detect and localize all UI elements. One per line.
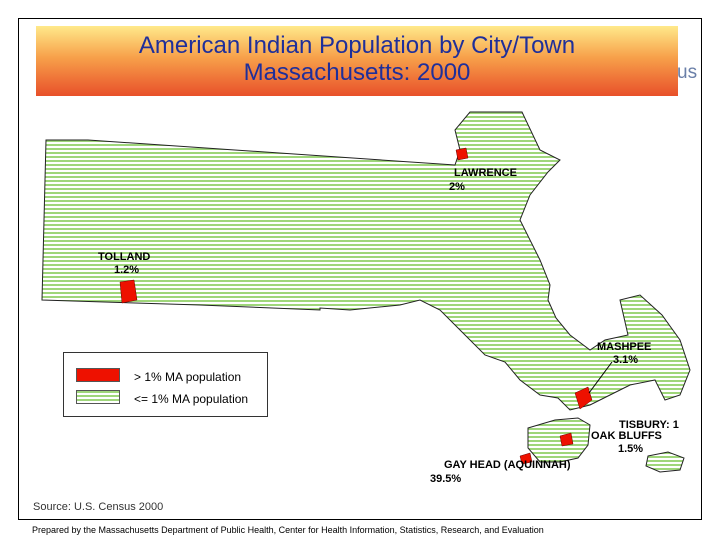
title-line-1: American Indian Population by City/Town <box>138 32 576 59</box>
tolland-town <box>119 279 138 304</box>
title-overflow-text: us <box>677 62 698 83</box>
legend-high-swatch <box>76 368 120 382</box>
label-gay-head-pct: 39.5% <box>430 473 462 485</box>
footer-credit: Prepared by the Massachusetts Department… <box>32 525 544 535</box>
label-tolland-pct: 1.2% <box>114 264 140 276</box>
gay-head-town <box>519 452 533 465</box>
title-line-2: Massachusetts: 2000 <box>243 59 471 86</box>
label-lawrence: LAWRENCE <box>454 167 517 179</box>
oak-bluffs-town <box>559 432 574 447</box>
map-legend: > 1% MA population <= 1% MA population <box>63 352 268 417</box>
label-mashpee: MASHPEE <box>597 341 652 353</box>
label-oak-bluffs-pct: 1.5% <box>618 443 644 455</box>
map-frame <box>18 18 702 520</box>
legend-low-swatch <box>76 390 120 404</box>
mashpee-town <box>574 386 593 410</box>
label-tolland: TOLLAND <box>98 251 151 263</box>
label-mashpee-pct: 3.1% <box>613 354 639 366</box>
title-banner <box>36 26 678 96</box>
label-lawrence-pct: 2% <box>449 181 465 193</box>
lawrence-town <box>455 147 469 161</box>
mainland-shape <box>41 111 691 411</box>
label-tisbury: TISBURY: 1 <box>619 419 679 431</box>
marthas-vineyard-shape <box>527 417 591 463</box>
mashpee-leader-line <box>588 361 613 394</box>
label-oak-bluffs: OAK BLUFFS <box>591 430 662 442</box>
legend-high-label: > 1% MA population <box>134 370 242 384</box>
nantucket-shape <box>645 451 685 473</box>
source-note: Source: U.S. Census 2000 <box>33 501 164 513</box>
map-title: American Indian Population by City/Town … <box>36 32 678 86</box>
label-gay-head: GAY HEAD (AQUINNAH) <box>444 459 571 471</box>
legend-low-label: <= 1% MA population <box>134 392 249 406</box>
